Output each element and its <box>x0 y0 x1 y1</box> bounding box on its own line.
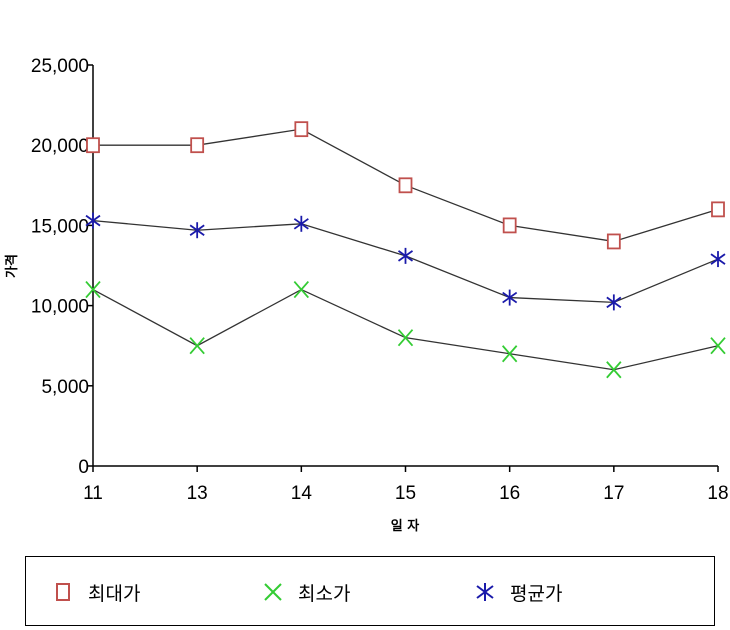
data-point <box>293 215 309 232</box>
y-tick-label: 20,000 <box>31 136 89 157</box>
data-point <box>606 361 622 379</box>
data-point <box>85 280 101 299</box>
x-tick-label: 14 <box>291 483 313 504</box>
data-point <box>397 329 414 347</box>
x-tick-label: 13 <box>187 483 208 504</box>
data-point <box>86 137 100 154</box>
x-marker-icon <box>264 583 282 601</box>
data-point <box>397 247 414 264</box>
data-point <box>190 137 205 154</box>
square-marker-icon <box>56 583 70 601</box>
data-point <box>85 212 101 229</box>
data-point <box>606 294 622 311</box>
data-point <box>189 222 205 239</box>
legend-item-min: 최소가 <box>262 557 350 627</box>
data-point <box>710 251 726 268</box>
x-tick-label: 17 <box>603 483 624 504</box>
legend-label-max: 최대가 <box>88 582 141 605</box>
x-tick-label: 15 <box>395 483 416 504</box>
series-markers <box>85 121 726 379</box>
y-tick-label: 5,000 <box>41 377 89 398</box>
legend-item-max: 최대가 <box>52 557 140 627</box>
data-point <box>189 337 205 355</box>
data-point <box>710 337 726 355</box>
x-ticks: 11 13 14 15 16 17 18 <box>83 466 729 504</box>
y-tick-label: 25,000 <box>31 56 89 77</box>
legend-label-avg: 평균가 <box>510 582 563 605</box>
data-point <box>502 289 518 306</box>
data-point <box>398 177 413 194</box>
y-ticks: 0 5,000 10,000 15,000 20,000 25,000 <box>31 56 93 478</box>
data-point <box>294 121 309 138</box>
chart-axes <box>92 65 718 467</box>
y-tick-label: 15,000 <box>31 216 89 237</box>
data-point <box>606 233 621 250</box>
legend: 최대가 최소가 평균가 <box>25 556 715 626</box>
x-tick-label: 16 <box>499 483 520 504</box>
y-tick-label: 10,000 <box>31 297 89 318</box>
y-tick-label: 0 <box>78 457 89 478</box>
y-axis-title: 가격 <box>5 254 20 278</box>
legend-label-min: 최소가 <box>298 582 351 605</box>
x-tick-label: 11 <box>83 483 103 504</box>
data-point <box>293 280 310 299</box>
x-tick-label: 18 <box>707 483 728 504</box>
legend-item-avg: 평균가 <box>474 557 562 627</box>
data-point <box>501 345 518 363</box>
asterisk-marker-icon <box>476 583 494 601</box>
series-line-1 <box>92 288 719 371</box>
x-axis-title: 일 자 <box>391 519 419 534</box>
data-point <box>502 217 517 234</box>
data-point <box>711 201 725 218</box>
